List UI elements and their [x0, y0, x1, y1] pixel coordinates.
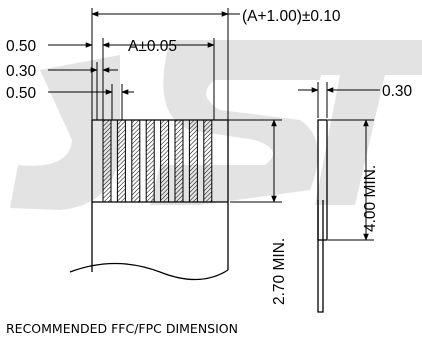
side-view	[317, 119, 328, 313]
exposed-length-label: 2.70 MIN.	[271, 238, 288, 305]
stiffener-length-label: 4.00 MIN.	[362, 165, 379, 232]
conductor	[160, 119, 170, 203]
drawing-caption: RECOMMENDED FFC/FPC DIMENSION	[6, 321, 238, 336]
conductor	[116, 119, 126, 203]
overall-width-label: (A+1.00)±0.10	[242, 8, 341, 25]
dimension-lines	[48, 11, 240, 95]
edge-offset-label: 0.50	[6, 85, 37, 102]
conductor	[174, 119, 184, 203]
conductor	[188, 119, 198, 203]
thickness-label: 0.30	[382, 83, 413, 100]
conductor	[131, 119, 141, 203]
extension-lines	[91, 8, 229, 120]
pitch-label: A±0.05	[128, 38, 177, 55]
side-dimension-lines	[228, 82, 380, 241]
conductor	[102, 119, 112, 203]
conductor	[203, 119, 213, 203]
watermark-letter-t	[300, 40, 422, 205]
watermark-letter-s	[150, 40, 330, 205]
ffc-body	[69, 119, 229, 281]
conductor	[145, 119, 155, 203]
conductor-group	[102, 119, 213, 203]
watermark-logo	[10, 40, 422, 210]
conductor-pitch-label: 0.50	[6, 38, 37, 55]
conductor-width-label: 0.30	[6, 63, 37, 80]
